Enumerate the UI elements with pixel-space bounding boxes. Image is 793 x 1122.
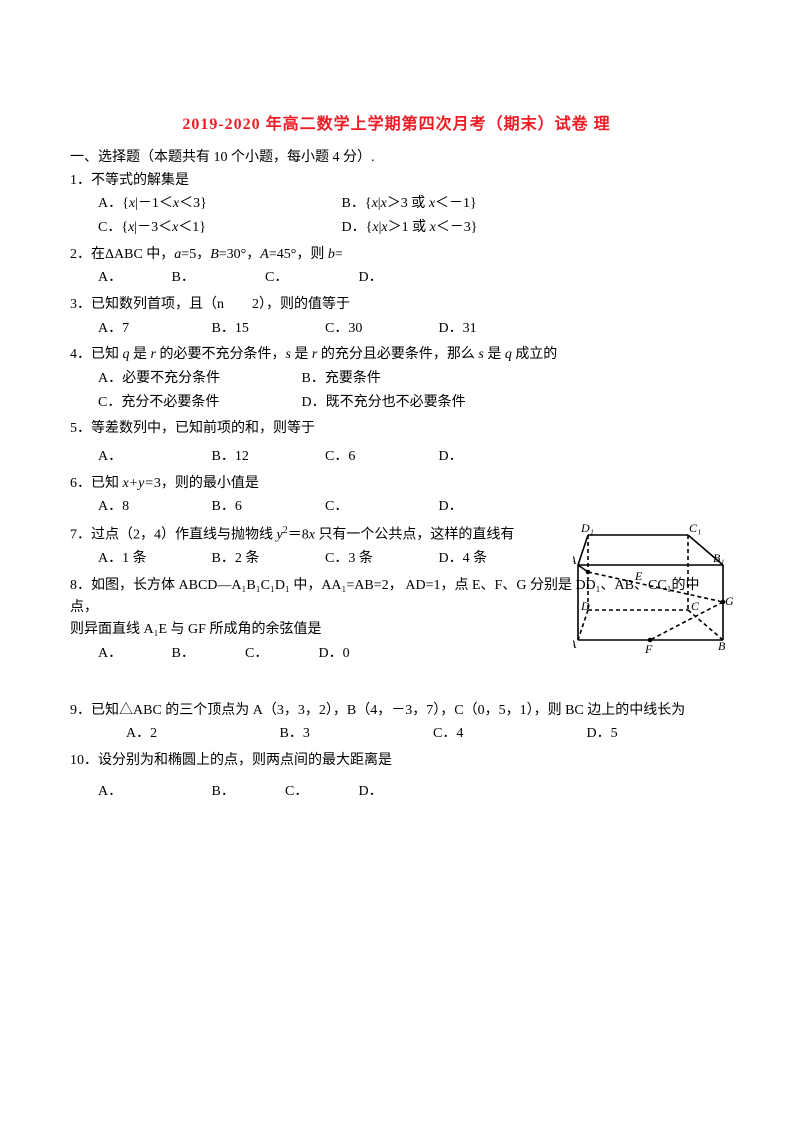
q5-opt-d: D． bbox=[439, 445, 463, 469]
label-a: A bbox=[573, 637, 577, 651]
q10-opt-b: B． bbox=[212, 780, 282, 804]
label-d: D bbox=[580, 599, 590, 613]
q6-opt-c: C． bbox=[325, 495, 435, 519]
q6-opt-b: B．6 bbox=[212, 495, 322, 519]
q3-opt-b: B．15 bbox=[212, 317, 322, 341]
label-b1: B₁ bbox=[713, 551, 725, 565]
q10-opt-a: A． bbox=[98, 780, 208, 804]
q8-opt-c: C． bbox=[245, 642, 315, 666]
label-d1: D₁ bbox=[580, 521, 594, 535]
q10-opt-c: C． bbox=[285, 780, 355, 804]
q5-stem: 5．等差数列中，已知前项的和，则等于 bbox=[70, 418, 723, 440]
q3-opt-c: C．30 bbox=[325, 317, 435, 341]
q4-opt-d: D．既不充分也不必要条件 bbox=[302, 391, 466, 415]
q1-opt-a: A．{x|－1＜x＜3} bbox=[98, 192, 338, 216]
q1-opt-b: B．{x|x＞3 或 x＜－1} bbox=[342, 192, 477, 216]
question-1: 1．不等式的解集是 A．{x|－1＜x＜3} B．{x|x＞3 或 x＜－1} … bbox=[70, 170, 723, 240]
question-9: 9．已知△ABC 的三个顶点为 A（3，3，2），B（4，－3，7），C（0，5… bbox=[70, 700, 723, 746]
q4-opt-b: B．充要条件 bbox=[302, 367, 381, 391]
q10-stem: 10．设分别为和椭圆上的点，则两点间的最大距离是 bbox=[70, 750, 723, 772]
q7-opt-b: B．2 条 bbox=[212, 547, 322, 571]
q6-opt-d: D． bbox=[439, 495, 463, 519]
q4-stem: 4．已知 q 是 r 的必要不充分条件，s 是 r 的充分且必要条件，那么 s … bbox=[70, 344, 723, 366]
label-c: C bbox=[691, 599, 700, 613]
q2-opt-d: D． bbox=[359, 266, 383, 290]
q2-opt-c: C． bbox=[265, 266, 355, 290]
q6-stem: 6．已知 x+y=3，则的最小值是 bbox=[70, 473, 723, 495]
q9-stem: 9．已知△ABC 的三个顶点为 A（3，3，2），B（4，－3，7），C（0，5… bbox=[70, 700, 723, 722]
q1-opt-d: D．{x|x＞1 或 x＜－3} bbox=[342, 216, 478, 240]
q2-opt-a: A． bbox=[98, 266, 168, 290]
q7-opt-d: D．4 条 bbox=[439, 547, 488, 571]
q9-opt-a: A．2 bbox=[126, 722, 276, 746]
q7-opt-c: C．3 条 bbox=[325, 547, 435, 571]
q6-opt-a: A．8 bbox=[98, 495, 208, 519]
q10-opt-d: D． bbox=[359, 780, 383, 804]
q4-opt-c: C．充分不必要条件 bbox=[98, 391, 298, 415]
label-b: B bbox=[718, 639, 726, 653]
q9-opt-b: B．3 bbox=[280, 722, 430, 746]
q5-opt-a: A． bbox=[98, 445, 208, 469]
question-5: 5．等差数列中，已知前项的和，则等于 A． B．12 C．6 D． bbox=[70, 418, 723, 468]
q7-opt-a: A．1 条 bbox=[98, 547, 208, 571]
q5-opt-b: B．12 bbox=[212, 445, 322, 469]
page-title: 2019-2020 年高二数学上学期第四次月考（期末）试卷 理 bbox=[70, 110, 723, 134]
label-c1: C₁ bbox=[689, 521, 701, 535]
q3-opt-d: D．31 bbox=[439, 317, 477, 341]
label-e: E bbox=[634, 569, 643, 583]
q8-opt-d: D．0 bbox=[319, 642, 350, 666]
q9-opt-d: D．5 bbox=[587, 722, 618, 746]
label-a1: A₁ bbox=[573, 553, 581, 567]
question-4: 4．已知 q 是 r 的必要不充分条件，s 是 r 的充分且必要条件，那么 s … bbox=[70, 344, 723, 414]
question-3: 3．已知数列首项，且（n 2），则的值等于 A．7 B．15 C．30 D．31 bbox=[70, 294, 723, 340]
q9-opt-c: C．4 bbox=[433, 722, 583, 746]
q1-stem: 1．不等式的解集是 bbox=[70, 170, 723, 192]
section-1-heading: 一、选择题（本题共有 10 个小题，每小题 4 分）. bbox=[70, 146, 723, 166]
label-f: F bbox=[644, 642, 653, 656]
q8-opt-b: B． bbox=[172, 642, 242, 666]
question-10: 10．设分别为和椭圆上的点，则两点间的最大距离是 A． B． C． D． bbox=[70, 750, 723, 804]
q2-opt-b: B． bbox=[172, 266, 262, 290]
q3-stem: 3．已知数列首项，且（n 2），则的值等于 bbox=[70, 294, 723, 316]
cuboid-diagram: D₁ C₁ A₁ B₁ E G D C A B F bbox=[573, 510, 733, 660]
question-2: 2．在ΔABC 中，a=5，B=30°，A=45°，则 b= A． B． C． … bbox=[70, 244, 723, 290]
q4-opt-a: A．必要不充分条件 bbox=[98, 367, 298, 391]
q5-opt-c: C．6 bbox=[325, 445, 435, 469]
q8-opt-a: A． bbox=[98, 642, 168, 666]
label-g: G bbox=[725, 594, 733, 608]
q3-opt-a: A．7 bbox=[98, 317, 208, 341]
q2-stem: 2．在ΔABC 中，a=5，B=30°，A=45°，则 b= bbox=[70, 244, 723, 266]
q1-opt-c: C．{x|－3＜x＜1} bbox=[98, 216, 338, 240]
